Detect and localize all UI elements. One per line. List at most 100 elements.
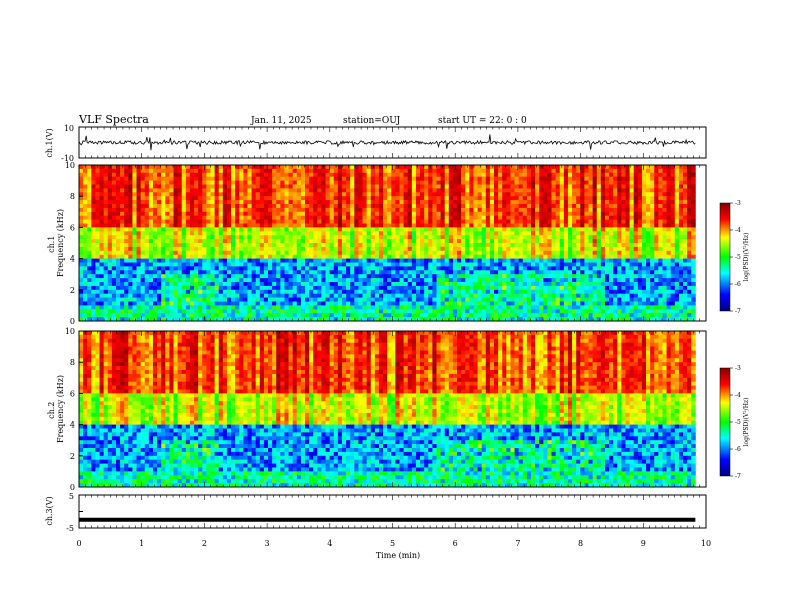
spectrogram-cell <box>674 285 680 291</box>
spectrogram-cell <box>687 285 692 291</box>
spectrogram-cell <box>91 188 96 193</box>
spectrogram-cell <box>670 235 676 240</box>
spectrogram-cell <box>432 176 437 181</box>
spectrogram-cell <box>288 211 294 217</box>
spectrogram-cell <box>107 188 113 193</box>
spectrogram-cell <box>268 180 273 185</box>
spectrogram-cell <box>95 180 100 185</box>
spectrogram-cell <box>107 235 113 240</box>
spectrogram-cell <box>539 243 544 248</box>
spectrogram-cell <box>247 196 252 201</box>
spectrogram-cell <box>103 176 109 181</box>
spectrogram-cell <box>292 207 298 213</box>
spectrogram-cell <box>629 270 635 275</box>
spectrogram-cell <box>194 211 199 217</box>
spectrogram-cell <box>378 207 384 213</box>
spectrogram-cell <box>198 204 203 209</box>
spectrogram-cell <box>366 274 372 279</box>
spectrogram-cell <box>300 184 306 189</box>
spectrogram-cell <box>387 239 392 244</box>
spectrogram-cell <box>247 207 252 213</box>
spectrogram-cell <box>177 239 183 244</box>
spectrogram-cell <box>502 266 507 271</box>
spectrogram-cell <box>411 258 417 263</box>
spectrogram-cell <box>415 211 421 217</box>
spectrogram-cell <box>469 262 474 267</box>
spectrogram-cell <box>128 207 133 213</box>
spectrogram-cell <box>650 196 655 201</box>
spectrogram-cell <box>198 285 203 291</box>
spectrogram-cell <box>177 274 183 279</box>
spectrogram-cell <box>284 172 289 178</box>
spectrogram-cell <box>391 223 396 228</box>
spectrogram-cell <box>444 266 450 271</box>
spectrogram-cell <box>107 285 113 291</box>
spectrogram-cell <box>383 235 388 240</box>
spectrogram-cell <box>613 176 618 181</box>
spectrogram-cell <box>600 250 606 256</box>
spectrogram-cell <box>477 278 483 283</box>
spectrogram-cell <box>259 188 265 193</box>
spectrogram-cell <box>321 200 326 205</box>
spectrogram-cell <box>473 204 478 209</box>
spectrogram-cell <box>148 219 154 224</box>
spectrogram-cell <box>87 211 92 217</box>
spectrogram-cell <box>148 250 154 256</box>
spectrogram-cell <box>288 254 294 259</box>
spectrogram-cell <box>567 278 573 283</box>
spectrogram-cell <box>654 207 659 213</box>
spectrogram-cell <box>395 215 400 220</box>
spectrogram-cell <box>629 204 635 209</box>
spectrogram-cell <box>477 184 483 189</box>
spectrogram-cell <box>148 278 154 283</box>
spectrogram-cell <box>300 243 306 248</box>
spectrogram-cell <box>646 176 651 181</box>
spectrogram-cell <box>395 239 400 244</box>
spectrogram-cell <box>395 254 400 259</box>
spectrogram-cell <box>350 254 355 259</box>
spectrogram-cell <box>572 246 577 252</box>
spectrogram-cell <box>358 168 363 174</box>
spectrogram-cell <box>448 274 454 279</box>
spectrogram-cell <box>91 168 96 174</box>
spectrogram-cell <box>485 184 491 189</box>
spectrogram-cell <box>226 289 232 295</box>
spectrogram-cell <box>378 235 384 240</box>
spectrogram-cell <box>313 168 318 174</box>
spectrogram-cell <box>210 274 215 279</box>
spectrogram-cell <box>222 196 228 201</box>
spectrogram-cell <box>181 168 187 174</box>
spectrogram-cell <box>411 188 417 193</box>
spectrogram-cell <box>403 223 409 228</box>
spectrogram-cell <box>292 239 298 244</box>
spectrogram-cell <box>567 168 573 174</box>
spectrogram-cell <box>107 270 113 275</box>
spectrogram-cell <box>502 250 507 256</box>
spectrogram-cell <box>210 246 215 252</box>
spectrogram-cell <box>276 250 281 256</box>
spectrogram-cell <box>185 200 191 205</box>
spectrogram-cell <box>107 219 113 224</box>
spectrogram-cell <box>588 176 594 181</box>
spectrogram-cell <box>383 188 388 193</box>
spectrogram-cell <box>309 200 314 205</box>
spectrogram-cell <box>329 282 335 287</box>
spectrogram-cell <box>526 246 532 252</box>
spectrogram-cell <box>510 274 515 279</box>
spectrogram-cell <box>362 239 368 244</box>
spectrogram-cell <box>555 184 561 189</box>
spectrogram-cell <box>370 184 376 189</box>
spectrogram-cell <box>354 266 359 271</box>
spectrogram-cell <box>206 293 211 298</box>
spectrogram-cell <box>329 262 335 267</box>
spectrogram-cell <box>173 200 179 205</box>
spectrogram-cell <box>206 176 211 181</box>
spectrogram-cell <box>506 243 511 248</box>
spectrogram-cell <box>177 246 183 252</box>
spectrogram-cell <box>407 223 413 228</box>
spectrogram-cell <box>662 215 667 220</box>
spectrogram-cell <box>115 172 121 178</box>
spectrogram-cell <box>107 250 113 256</box>
spectrogram-cell <box>592 282 598 287</box>
spectrogram-cell <box>383 165 388 170</box>
